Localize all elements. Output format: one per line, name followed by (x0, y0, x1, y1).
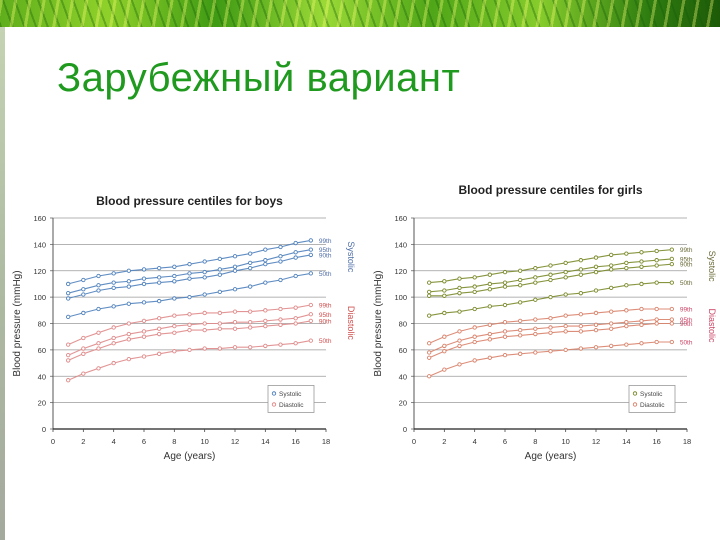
chart-legend: Systolic Diastolic (628, 385, 676, 413)
centile-label: 90th (680, 262, 693, 269)
y-tick-label: 60 (38, 346, 46, 355)
series-systolic-95th (66, 247, 313, 296)
x-tick-label: 2 (81, 437, 85, 446)
left-edge-strip (0, 27, 5, 540)
x-tick-label: 10 (561, 437, 569, 446)
x-tick-label: 6 (503, 437, 507, 446)
y-tick-label: 0 (42, 425, 46, 434)
header-grass-banner (0, 0, 720, 27)
legend-entry-diastolic: Diastolic (279, 402, 304, 409)
centile-label: 50th (319, 338, 332, 345)
series-diastolic-90th (427, 321, 674, 360)
y-tick-label: 140 (394, 240, 407, 249)
diastolic-group-label: Diastolic (707, 308, 717, 343)
x-tick-label: 2 (442, 437, 446, 446)
series-diastolic-95th (427, 317, 674, 355)
x-tick-label: 18 (683, 437, 691, 446)
centile-label: 95th (680, 317, 693, 324)
series-diastolic-50th (427, 339, 674, 379)
x-tick-label: 14 (622, 437, 630, 446)
series-systolic-99th (427, 247, 674, 285)
centile-label: 99th (319, 238, 332, 245)
y-tick-label: 140 (33, 240, 46, 249)
x-tick-label: 6 (142, 437, 146, 446)
x-tick-label: 8 (533, 437, 537, 446)
y-tick-label: 40 (399, 372, 407, 381)
y-tick-label: 80 (38, 320, 46, 329)
y-tick-label: 0 (403, 425, 407, 434)
centile-label: 99th (319, 303, 332, 310)
centile-label: 90th (319, 318, 332, 325)
centile-label: 90th (680, 321, 693, 328)
chart-legend: Systolic Diastolic (267, 385, 315, 413)
series-systolic-50th (66, 271, 313, 320)
x-tick-label: 10 (200, 437, 208, 446)
y-tick-label: 60 (399, 346, 407, 355)
y-tick-label: 120 (394, 267, 407, 276)
x-tick-label: 4 (473, 437, 477, 446)
centile-label: 50th (680, 280, 693, 287)
systolic-group-label: Systolic (707, 251, 717, 283)
y-tick-label: 20 (399, 399, 407, 408)
x-tick-label: 16 (652, 437, 660, 446)
centile-label: 99th (680, 247, 693, 254)
series-systolic-95th (427, 256, 674, 295)
centile-label: 90th (319, 252, 332, 259)
systolic-group-label: Systolic (346, 241, 356, 273)
x-tick-label: 12 (592, 437, 600, 446)
series-diastolic-90th (66, 318, 313, 363)
legend-entry-diastolic: Diastolic (640, 402, 665, 409)
series-systolic-50th (427, 280, 674, 318)
y-tick-label: 20 (38, 399, 46, 408)
y-tick-label: 120 (33, 267, 46, 276)
series-systolic-99th (66, 238, 313, 287)
legend-entry-systolic: Systolic (640, 391, 663, 398)
chart-title: Blood pressure centiles for girls (458, 183, 642, 197)
x-tick-label: 4 (112, 437, 116, 446)
y-tick-label: 80 (399, 320, 407, 329)
series-diastolic-95th (66, 312, 313, 358)
series-diastolic-50th (66, 338, 313, 383)
centile-label: 50th (680, 339, 693, 346)
diastolic-group-label: Diastolic (346, 306, 356, 341)
series-systolic-90th (66, 252, 313, 301)
y-tick-label: 100 (394, 293, 407, 302)
y-axis-label: Blood pressure (mmHg) (12, 270, 23, 376)
x-tick-label: 8 (172, 437, 176, 446)
x-tick-label: 0 (412, 437, 416, 446)
y-tick-label: 40 (38, 372, 46, 381)
legend-entry-systolic: Systolic (279, 391, 302, 398)
x-tick-label: 16 (291, 437, 299, 446)
x-tick-label: 14 (261, 437, 269, 446)
x-axis-label: Age (years) (525, 451, 577, 462)
x-tick-label: 0 (51, 437, 55, 446)
centile-label: 95th (680, 256, 693, 263)
x-tick-label: 18 (322, 437, 330, 446)
centile-label: 99th (680, 306, 693, 313)
centile-label: 95th (319, 247, 332, 254)
chart-title: Blood pressure centiles for boys (96, 194, 283, 208)
boys-bp-chart: Blood pressure centiles for boys 0 20 40 60 8… (8, 185, 360, 470)
y-tick-label: 160 (33, 214, 46, 223)
x-axis-label: Age (years) (164, 451, 216, 462)
y-axis-label: Blood pressure (mmHg) (373, 270, 384, 376)
centile-label: 50th (319, 271, 332, 278)
centile-label: 95th (319, 312, 332, 319)
series-diastolic-99th (427, 306, 674, 346)
girls-bp-chart: Blood pressure centiles for girls 0 20 40 60… (360, 172, 720, 477)
slide-title: Зарубежный вариант (57, 56, 461, 100)
y-tick-label: 100 (33, 293, 46, 302)
series-systolic-90th (427, 262, 674, 298)
x-tick-label: 12 (231, 437, 239, 446)
y-tick-label: 160 (394, 214, 407, 223)
series-diastolic-99th (66, 302, 313, 347)
